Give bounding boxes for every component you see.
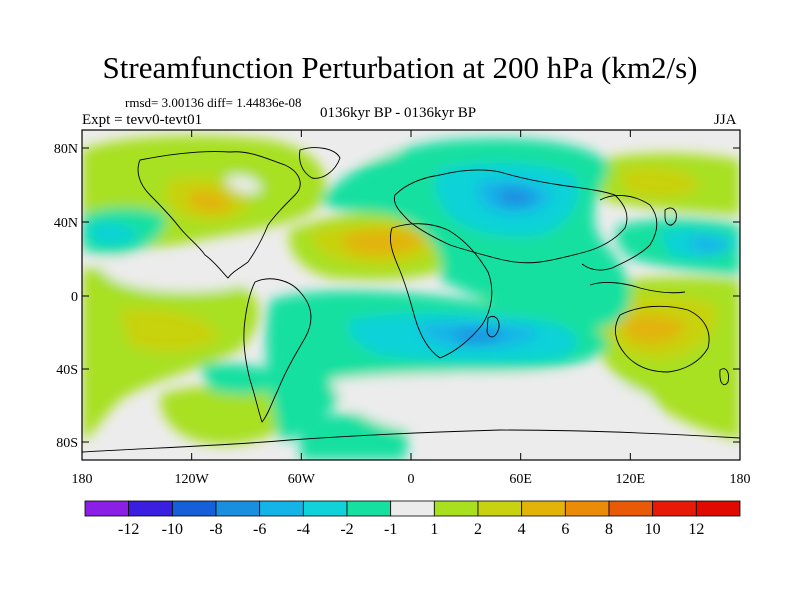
colorbar-label: 12 bbox=[688, 521, 704, 538]
streamfunction-field bbox=[82, 130, 740, 460]
colorbar-swatch bbox=[564, 500, 610, 517]
colorbar-swatch bbox=[128, 500, 173, 517]
stats-label: rmsd= 3.00136 diff= 1.44836e-08 bbox=[125, 95, 302, 110]
lat-tick-label: 80S bbox=[56, 436, 78, 451]
colorbar bbox=[84, 500, 741, 517]
lat-tick-label: 40N bbox=[54, 216, 78, 231]
neutral-gap-canada bbox=[225, 175, 262, 194]
experiment-label: Expt = tevv0-tevt01 bbox=[82, 112, 203, 128]
lat-tick-label: 40S bbox=[56, 363, 78, 378]
colorbar-swatch bbox=[433, 500, 479, 517]
colorbar-label: 4 bbox=[518, 521, 526, 538]
longitude-tick-labels: 180 120W 60W 0 60E 120E 180 bbox=[72, 472, 751, 487]
africa-coast bbox=[389, 223, 493, 359]
colorbar-swatch bbox=[390, 500, 435, 517]
colorbar-label: -10 bbox=[162, 521, 183, 538]
lon-tick-label: 180 bbox=[72, 472, 93, 487]
neutral-gap-north-atlantic bbox=[330, 142, 400, 158]
colorbar-label: 8 bbox=[605, 521, 613, 538]
colorbar-label: -4 bbox=[297, 521, 310, 538]
australia-coast bbox=[614, 305, 710, 373]
lon-tick-label: 60E bbox=[509, 472, 532, 487]
negative-region-south-pacific-east bbox=[200, 363, 290, 395]
lon-tick-label: 120W bbox=[175, 472, 210, 487]
asia-east-coast bbox=[581, 194, 658, 271]
madagascar-coast bbox=[486, 316, 500, 338]
colorbar-swatch bbox=[171, 500, 217, 517]
positive-core-south-pacific bbox=[120, 308, 220, 352]
lon-tick-label: 180 bbox=[730, 472, 751, 487]
negative-max-south-atlantic-deep bbox=[455, 329, 505, 344]
colorbar-swatch bbox=[477, 500, 523, 517]
negative-core-north-pacific bbox=[90, 223, 140, 245]
colorbar-label: 1 bbox=[430, 521, 438, 538]
colorbar-swatch bbox=[302, 500, 348, 517]
colorbar-swatch bbox=[695, 500, 741, 517]
colorbar-swatch bbox=[608, 500, 654, 517]
lon-tick-label: 120E bbox=[616, 472, 646, 487]
japan-coast bbox=[664, 207, 677, 226]
coastlines bbox=[82, 147, 740, 453]
colorbar-swatch bbox=[652, 500, 697, 517]
lon-tick-label: 0 bbox=[408, 472, 415, 487]
negative-region-south-polar bbox=[300, 413, 410, 460]
positive-core-north-atlantic bbox=[343, 229, 425, 256]
positive-region-south-pacific-west bbox=[160, 385, 300, 445]
positive-core-east-asia bbox=[620, 166, 700, 199]
positive-core-australia-max bbox=[620, 315, 685, 344]
lat-tick-label: 80N bbox=[54, 142, 78, 157]
neutral-gap-southern-ocean bbox=[330, 373, 653, 432]
colorbar-label: -1 bbox=[384, 521, 397, 538]
colorbar-label: -2 bbox=[340, 521, 353, 538]
negative-max-eurasia-deep bbox=[498, 188, 536, 207]
colorbar-swatch bbox=[521, 500, 566, 517]
colorbar-swatch bbox=[259, 500, 304, 517]
season-label: JJA bbox=[714, 112, 737, 128]
colorbar-label: 2 bbox=[474, 521, 482, 538]
negative-max-west-pacific bbox=[690, 236, 730, 253]
colorbar-label: -12 bbox=[118, 521, 139, 538]
europe-coast bbox=[393, 169, 628, 264]
south-america-coast bbox=[243, 278, 312, 423]
positive-core-northwest-max bbox=[190, 190, 232, 213]
latitude-tick-labels: 80N 40N 0 40S 80S bbox=[54, 142, 78, 451]
greenland-coast bbox=[299, 147, 341, 179]
colorbar-label: -6 bbox=[253, 521, 266, 538]
colorbar-swatch bbox=[84, 500, 130, 517]
colorbar-label: 6 bbox=[561, 521, 569, 538]
map-title: Streamfunction Perturbation at 200 hPa (… bbox=[102, 50, 698, 85]
colorbar-swatch bbox=[346, 500, 392, 517]
new-zealand-coast bbox=[719, 368, 729, 386]
colorbar-swatch bbox=[215, 500, 261, 517]
colorbar-label: 10 bbox=[645, 521, 661, 538]
colorbar-label: -8 bbox=[209, 521, 222, 538]
neutral-gap-equatorial-pacific bbox=[100, 259, 260, 292]
colorbar-labels: -12 -10 -8 -6 -4 -2 -1 1 2 4 6 8 10 12 bbox=[118, 521, 704, 538]
antarctica-coast bbox=[82, 429, 740, 453]
north-america-coast bbox=[137, 151, 301, 279]
axis-ticks bbox=[81, 130, 741, 460]
lon-tick-label: 60W bbox=[288, 472, 316, 487]
period-label: 0136kyr BP - 0136kyr BP bbox=[320, 105, 477, 121]
indonesia-coast bbox=[589, 281, 686, 294]
lat-tick-label: 0 bbox=[71, 290, 78, 305]
